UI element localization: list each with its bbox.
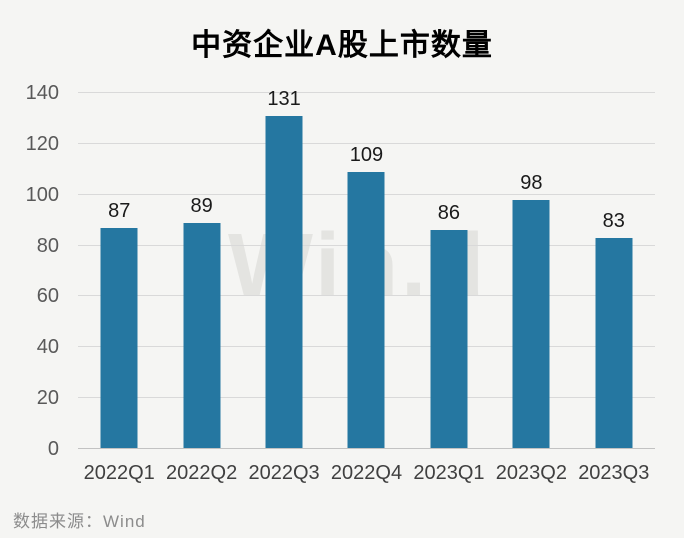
bar-value-label: 89 xyxy=(190,194,213,217)
bar-column: 109 xyxy=(325,93,407,449)
bar-column: 98 xyxy=(490,93,572,449)
x-tick-label: 2022Q1 xyxy=(83,462,155,484)
gridline xyxy=(78,142,655,144)
chart-title: 中资企业A股上市数量 xyxy=(191,29,493,62)
bar-value-label: 86 xyxy=(437,202,461,225)
bar-value-label: 87 xyxy=(108,199,131,222)
bar-column: 87 xyxy=(78,93,160,449)
data-source: 数据来源：Wind xyxy=(13,512,146,531)
bar-column: 83 xyxy=(573,93,655,449)
y-axis: 0 20 40 60 80 100 120 140 xyxy=(0,82,62,460)
y-tick-label: 120 xyxy=(25,132,59,155)
y-tick-label: 140 xyxy=(25,82,59,104)
y-tick-label: 20 xyxy=(36,387,59,410)
bar-value-label: 83 xyxy=(602,209,625,232)
y-tick-label: 80 xyxy=(36,234,59,257)
x-tick-label: 2023Q2 xyxy=(495,462,567,484)
plot-area: Win.d 2022Q1872022Q2892022Q31312022Q4109… xyxy=(78,88,655,484)
bar xyxy=(100,227,138,449)
bar xyxy=(430,230,468,449)
bar xyxy=(265,115,303,449)
bar xyxy=(183,222,221,449)
x-axis-baseline xyxy=(78,448,655,449)
y-tick-label: 0 xyxy=(47,438,59,460)
bar-column: 89 xyxy=(160,93,242,449)
x-tick-label: 2022Q3 xyxy=(248,462,320,484)
bar-value-label: 131 xyxy=(267,87,301,110)
bar xyxy=(512,199,550,449)
bar xyxy=(347,171,385,449)
y-tick-label: 60 xyxy=(36,285,59,308)
bar-column: 131 xyxy=(243,88,325,449)
x-tick-label: 2022Q2 xyxy=(166,462,238,484)
bar-value-label: 109 xyxy=(349,143,384,166)
bar-value-label: 98 xyxy=(520,171,543,194)
bar-column: 86 xyxy=(408,93,490,449)
gridline xyxy=(78,92,655,93)
x-tick-label: 2023Q3 xyxy=(578,462,650,484)
x-tick-label: 2022Q4 xyxy=(330,462,403,484)
bar xyxy=(595,237,633,449)
x-tick-label: 2023Q1 xyxy=(413,462,485,484)
y-tick-label: 40 xyxy=(36,336,59,359)
y-tick-label: 100 xyxy=(25,183,59,206)
